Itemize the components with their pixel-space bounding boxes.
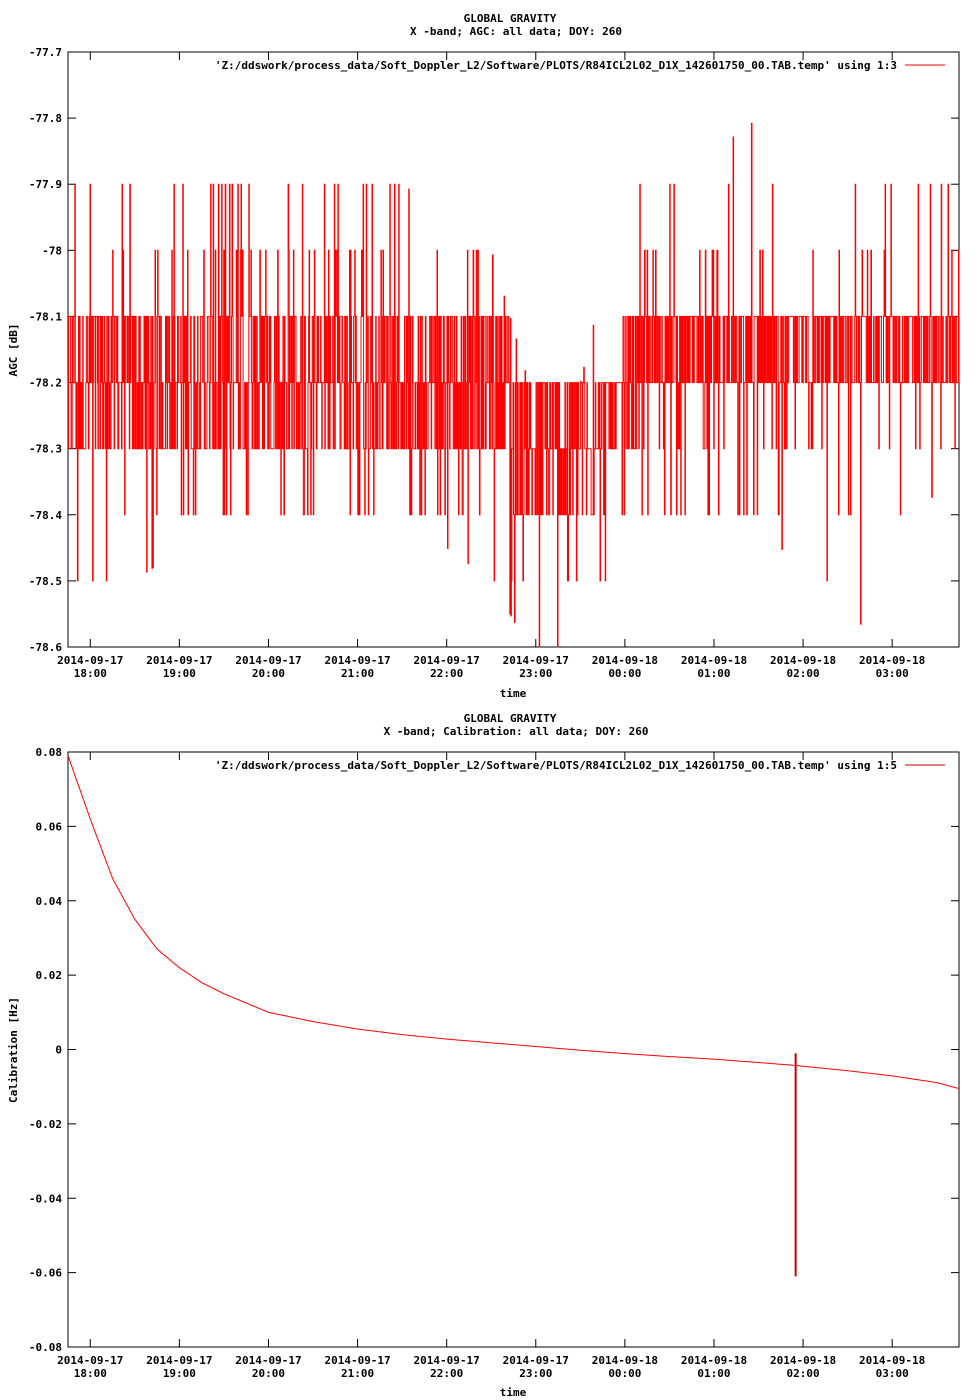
agc-y-tick-label: -78.6 [29,641,62,654]
agc-x-tick-date: 2014-09-17 [503,654,569,667]
agc-x-tick-time: 02:00 [787,667,820,680]
calibration-x-tick-date: 2014-09-18 [859,1354,925,1367]
calibration-plot-frame [67,751,960,1348]
calibration-y-tick-label: -0.02 [29,1118,62,1131]
agc-x-tick-date: 2014-09-18 [681,654,747,667]
calibration-y-tick-label: 0.08 [36,746,63,759]
agc-x-tick-date: 2014-09-17 [414,654,480,667]
agc-x-tick-time: 23:00 [519,667,552,680]
calibration-x-tick-date: 2014-09-17 [414,1354,480,1367]
agc-x-tick-time: 00:00 [608,667,641,680]
agc-x-tick-time: 20:00 [252,667,285,680]
agc-y-tick-label: -78.2 [29,377,62,390]
agc-chart-subtitle: X -band; AGC: all data; DOY: 260 [410,25,622,38]
calibration-x-tick-time: 00:00 [608,1367,641,1380]
calibration-y-tick-label: -0.06 [29,1267,62,1280]
agc-series [68,122,960,648]
agc-x-axis-label: time [500,687,527,700]
calibration-y-tick-label: -0.08 [29,1341,62,1354]
calibration-y-tick-label: 0.06 [36,820,63,833]
calibration-y-tick-label: 0.02 [36,969,63,982]
calibration-x-tick-time: 03:00 [876,1367,909,1380]
calibration-x-tick-time: 01:00 [697,1367,730,1380]
calibration-x-tick-date: 2014-09-17 [57,1354,123,1367]
calibration-series [67,755,960,1277]
calibration-x-tick-date: 2014-09-17 [235,1354,301,1367]
calibration-x-tick-date: 2014-09-18 [681,1354,747,1367]
calibration-chart: GLOBAL GRAVITY X -band; Calibration: all… [7,712,960,1399]
calibration-x-tick-time: 19:00 [163,1367,196,1380]
agc-y-axis-label: AGC [dB] [7,324,20,377]
calibration-x-tick-date: 2014-09-17 [503,1354,569,1367]
calibration-chart-title: GLOBAL GRAVITY [464,712,557,725]
agc-x-tick-date: 2014-09-18 [859,654,925,667]
agc-y-tick-label: -77.8 [29,112,62,125]
calibration-y-axis-label: Calibration [Hz] [7,997,20,1103]
calibration-y-axis: 0.08 0.06 0.04 0.02 0 -0.02 -0.04 -0.06 -0.08 [29,746,959,1354]
agc-x-axis: 2014-09-1718:002014-09-1719:002014-09-17… [57,52,925,680]
agc-x-tick-date: 2014-09-18 [770,654,836,667]
agc-y-tick-label: -78 [42,244,62,257]
agc-x-tick-date: 2014-09-17 [235,654,301,667]
agc-y-tick-label: -78.3 [29,443,62,456]
agc-x-tick-time: 19:00 [163,667,196,680]
calibration-x-tick-time: 02:00 [787,1367,820,1380]
calibration-x-tick-time: 21:00 [341,1367,374,1380]
agc-legend-label: 'Z:/ddswork/process_data/Soft_Doppler_L2… [215,59,897,72]
calibration-x-axis-label: time [500,1386,527,1399]
calibration-x-tick-date: 2014-09-17 [146,1354,212,1367]
agc-x-tick-date: 2014-09-17 [146,654,212,667]
calibration-chart-subtitle: X -band; Calibration: all data; DOY: 260 [384,725,649,738]
agc-chart-title: GLOBAL GRAVITY [464,12,557,25]
agc-series-line [68,122,960,648]
calibration-series-line [67,755,960,1089]
calibration-x-tick-time: 18:00 [74,1367,107,1380]
agc-x-tick-time: 03:00 [876,667,909,680]
agc-x-tick-date: 2014-09-18 [592,654,658,667]
agc-y-axis: -77.7 -77.8 -77.9 -78 -78.1 -78.2 -78.3 -78.4 -7… [29,46,959,654]
calibration-x-tick-time: 22:00 [430,1367,463,1380]
calibration-y-tick-label: 0 [55,1044,62,1057]
calibration-y-tick-label: 0.04 [36,895,63,908]
calibration-legend-label: 'Z:/ddswork/process_data/Soft_Doppler_L2… [215,759,897,772]
agc-y-tick-label: -77.9 [29,178,62,191]
calibration-y-tick-label: -0.04 [29,1192,62,1205]
calibration-x-tick-time: 20:00 [252,1367,285,1380]
calibration-x-tick-date: 2014-09-17 [324,1354,390,1367]
agc-x-tick-time: 01:00 [697,667,730,680]
agc-y-tick-label: -78.1 [29,310,62,323]
calibration-x-tick-date: 2014-09-18 [770,1354,836,1367]
agc-x-tick-date: 2014-09-17 [57,654,123,667]
agc-y-tick-label: -78.4 [29,509,62,522]
agc-x-tick-time: 21:00 [341,667,374,680]
calibration-x-tick-date: 2014-09-18 [592,1354,658,1367]
agc-x-tick-date: 2014-09-17 [324,654,390,667]
agc-y-tick-label: -77.7 [29,46,62,59]
agc-y-tick-label: -78.5 [29,575,62,588]
calibration-x-tick-time: 23:00 [519,1367,552,1380]
agc-x-tick-time: 18:00 [74,667,107,680]
agc-chart: GLOBAL GRAVITY X -band; AGC: all data; D… [7,12,960,700]
agc-x-tick-time: 22:00 [430,667,463,680]
calibration-x-axis: 2014-09-1718:002014-09-1719:002014-09-17… [57,752,925,1380]
